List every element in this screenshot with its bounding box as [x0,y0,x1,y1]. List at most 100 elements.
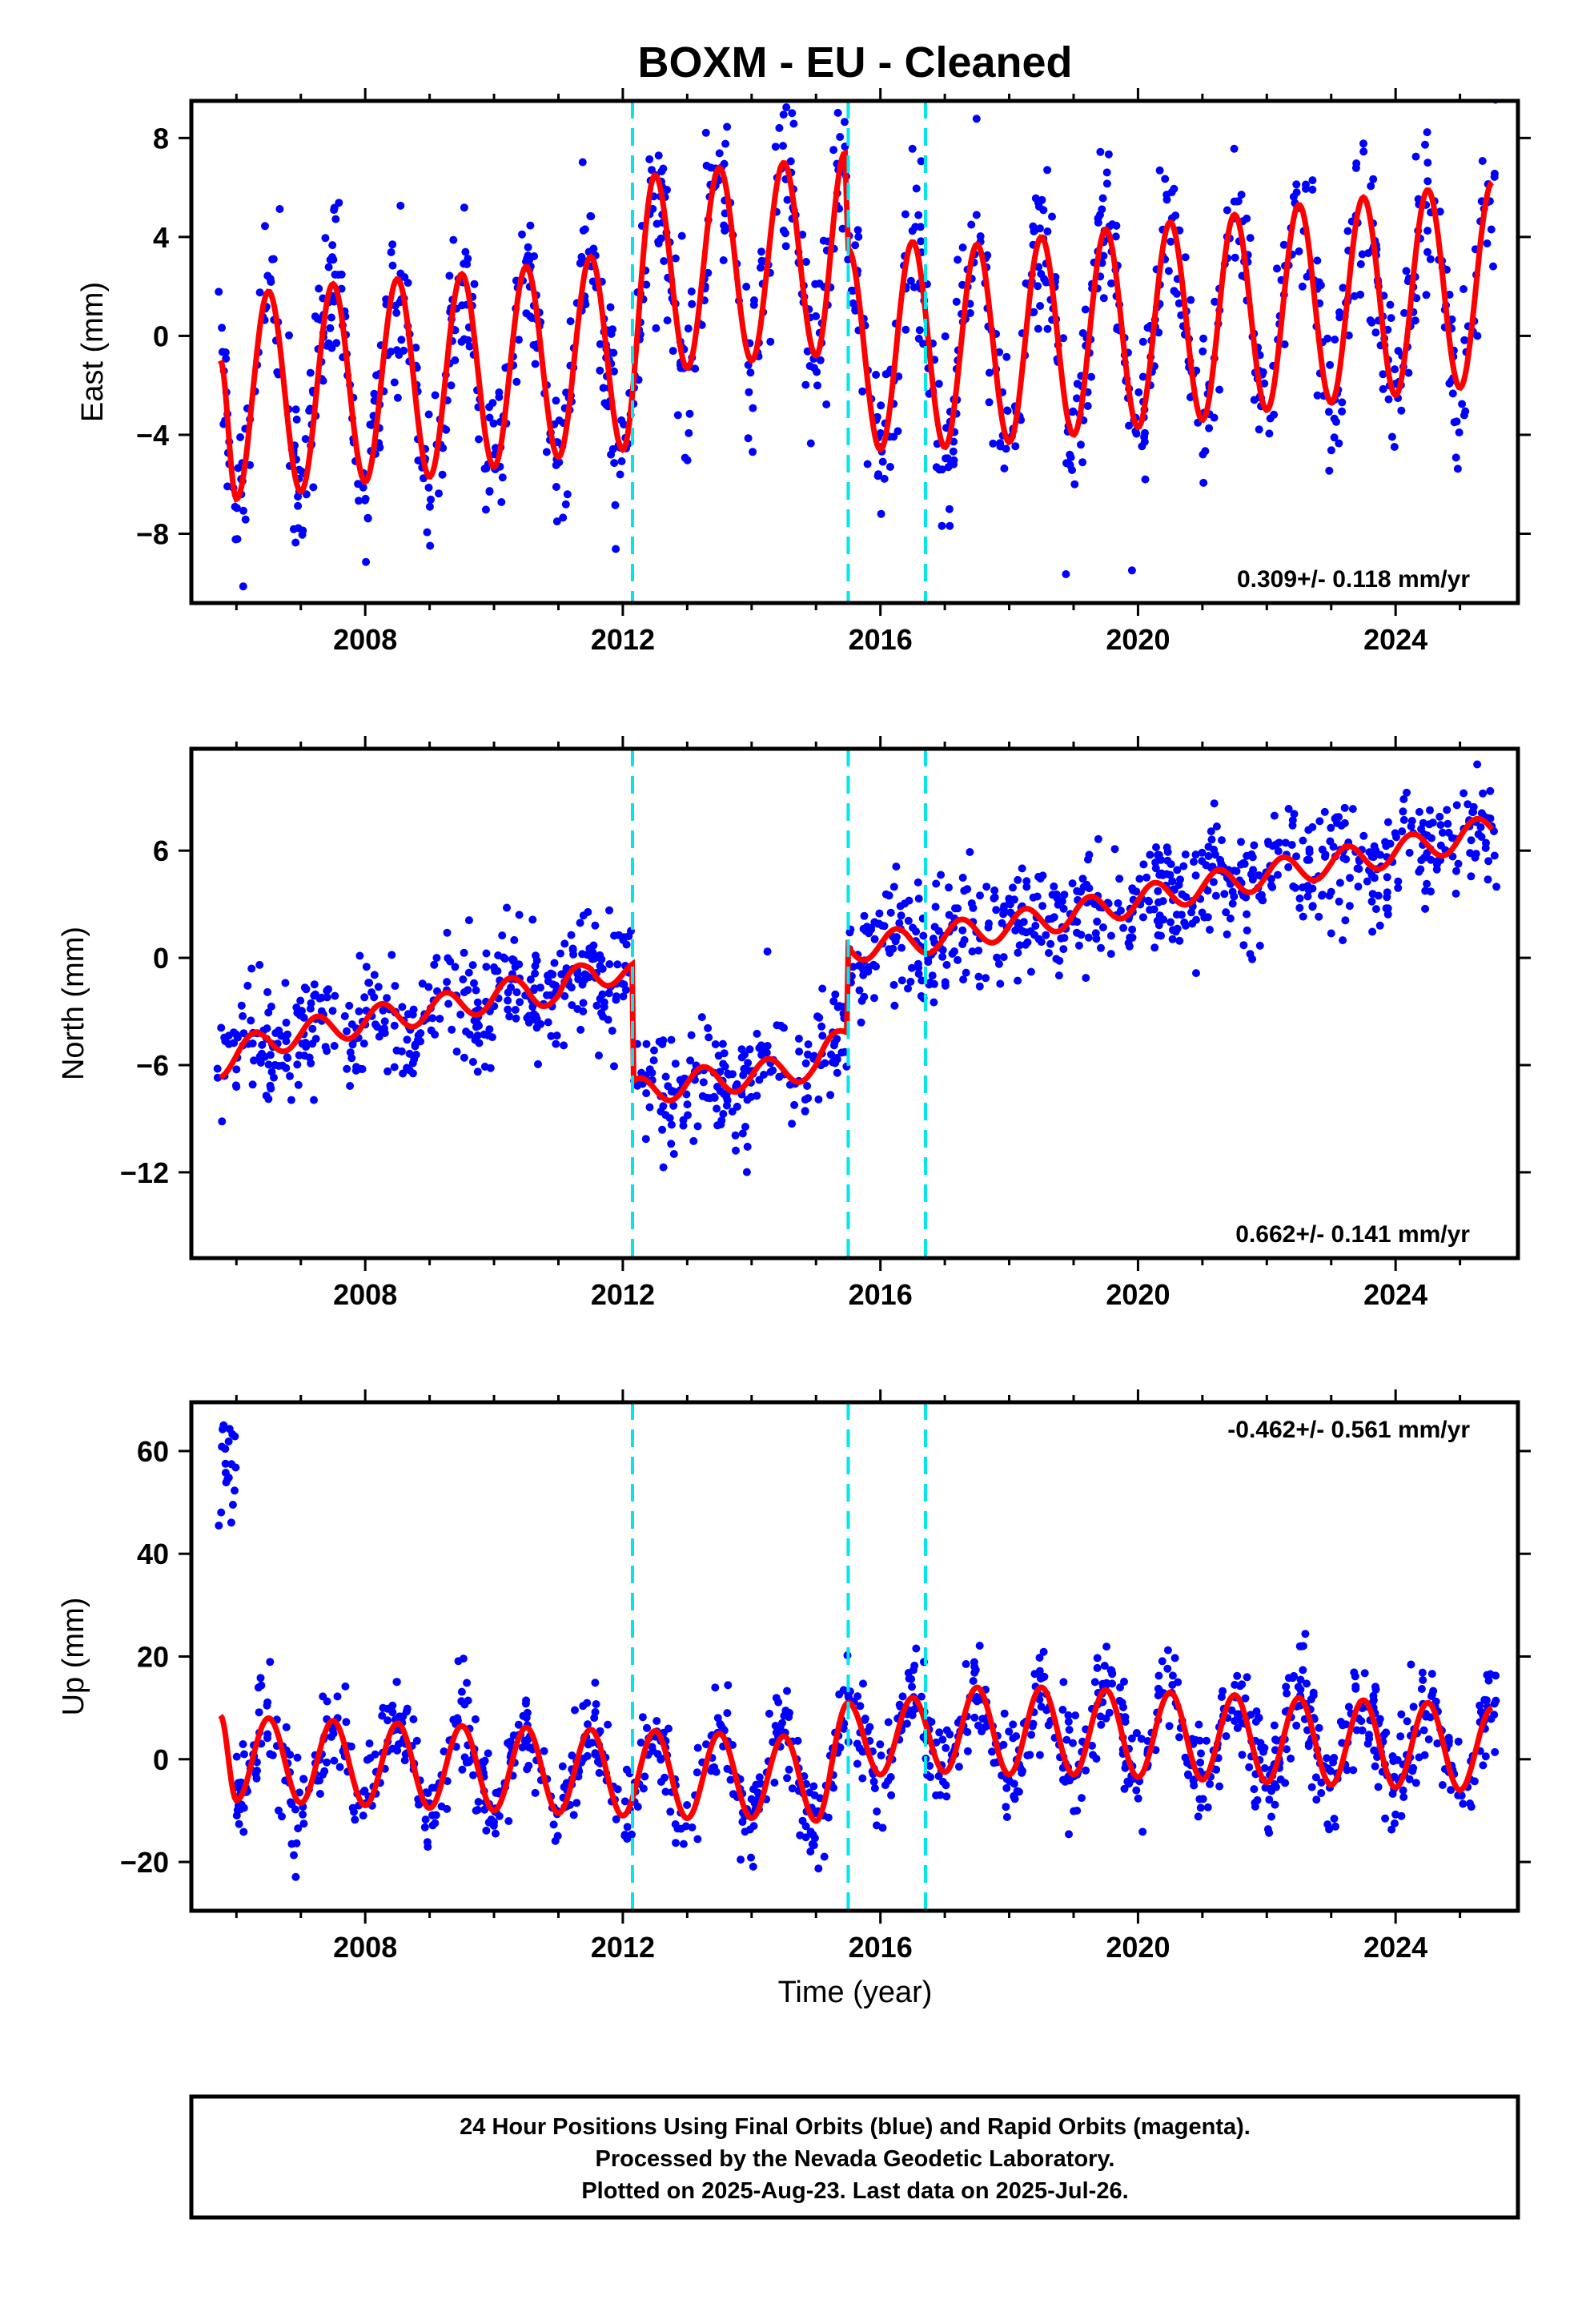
data-point [278,1812,286,1821]
data-point [536,983,544,992]
data-point [995,348,1004,356]
data-point [1015,941,1024,950]
data-point [1018,1766,1026,1775]
data-point [633,1803,642,1811]
data-point [622,1765,631,1774]
data-point [1198,848,1207,857]
data-point [580,225,589,234]
data-point [1043,166,1052,175]
data-point [1419,818,1427,827]
data-point [445,271,454,280]
data-point [949,447,958,456]
data-point [472,1806,480,1815]
data-point [333,1692,342,1701]
data-point [667,1120,676,1129]
data-point [1085,884,1094,893]
x-tick-label: 2008 [333,1931,397,1964]
data-point [639,1784,648,1793]
data-point [240,1750,248,1759]
data-point [1117,907,1125,915]
data-point [781,229,789,238]
data-point [370,971,379,979]
data-point [1359,147,1368,156]
data-point [829,997,838,1006]
data-point [1350,292,1359,300]
data-point [914,895,923,903]
data-point [1162,870,1171,879]
data-point [1335,313,1344,322]
data-point [547,1031,556,1040]
data-point [1018,864,1026,873]
data-point [1137,1735,1146,1743]
data-point [1409,1703,1418,1711]
data-point [531,962,540,971]
data-point [1212,1765,1221,1774]
data-point [814,1864,823,1873]
data-point [1255,425,1263,434]
data-point [457,337,466,346]
data-point [281,979,290,987]
data-point [511,1006,520,1014]
data-point [715,149,724,158]
data-point [1271,1800,1279,1809]
data-point [881,890,890,899]
data-point [1369,175,1378,183]
data-point [915,326,924,335]
data-point [661,1787,670,1796]
data-point [366,420,375,429]
data-point [578,950,587,959]
data-point [1383,910,1392,919]
data-point [343,1064,351,1073]
data-point [1073,394,1081,403]
data-point [788,109,797,118]
data-point [667,1140,676,1148]
data-point [232,1083,241,1092]
data-point [1284,805,1293,813]
data-point [1387,314,1395,323]
data-point [781,242,790,251]
data-point [636,1739,645,1747]
data-point [1058,1775,1067,1784]
data-point [402,1707,411,1716]
data-point [720,1049,729,1058]
data-point [1227,1706,1236,1715]
data-point [218,324,227,332]
data-point [813,1012,821,1021]
data-point [917,157,926,166]
data-point [286,1751,295,1759]
data-point [283,1030,292,1039]
data-point [1468,808,1477,817]
data-point [1102,179,1111,188]
data-point [1159,915,1168,924]
data-point [1360,1669,1369,1678]
data-point [1094,219,1102,227]
data-point [833,1035,841,1043]
data-point [1134,388,1143,396]
data-point [857,996,866,1005]
data-point [591,1679,600,1687]
data-point [755,1773,764,1782]
data-point [428,1821,437,1830]
data-point [1371,905,1380,914]
data-point [1158,1657,1166,1666]
data-point [1099,294,1108,303]
data-point [1464,800,1472,809]
data-point [588,1739,596,1747]
data-point [1217,1693,1226,1701]
data-point [408,1059,417,1068]
data-point [1205,424,1214,432]
data-point [585,944,594,953]
data-point [1052,955,1061,963]
data-point [713,1714,722,1723]
data-point [233,535,242,544]
chart-title: BOXM - EU - Cleaned [637,38,1072,86]
data-point [699,1078,708,1087]
data-point [1078,875,1087,883]
data-point [1234,1714,1243,1723]
data-point [917,1692,926,1701]
data-point [1490,172,1499,181]
data-point [324,985,333,994]
y-tick-label: 0 [153,1743,169,1776]
data-point [962,1660,970,1668]
data-point [669,1101,678,1110]
